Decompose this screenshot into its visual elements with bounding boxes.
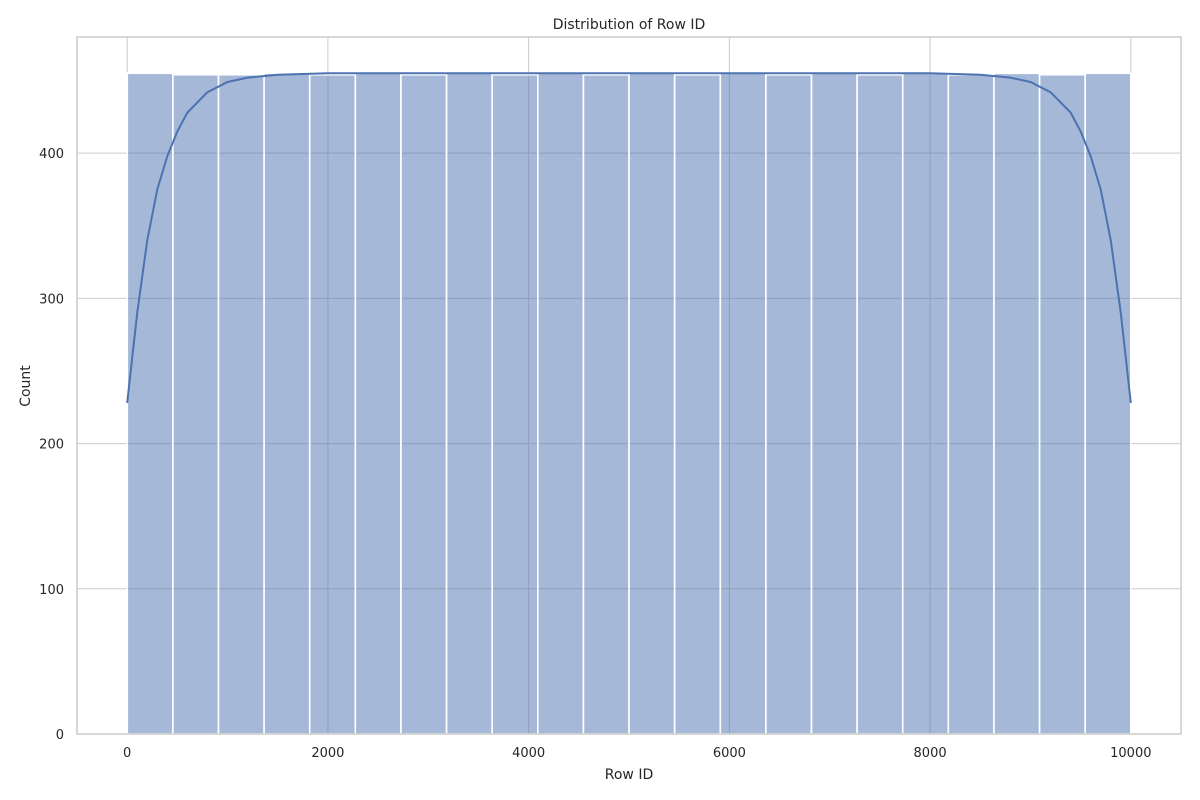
histogram-bar xyxy=(856,73,904,735)
plot-frame xyxy=(76,36,1182,735)
y-tick-label: 300 xyxy=(39,292,64,307)
histogram-bar xyxy=(673,73,722,735)
histogram-bar xyxy=(308,73,357,735)
histogram-bar xyxy=(400,73,448,735)
histogram-bar xyxy=(765,73,813,735)
histogram-bar xyxy=(354,72,402,735)
histogram-bar xyxy=(628,72,676,735)
histogram-bar xyxy=(1084,72,1132,735)
x-tick-label: 2000 xyxy=(311,746,344,761)
x-tick-label: 8000 xyxy=(914,746,947,761)
x-tick-label: 6000 xyxy=(713,746,746,761)
histogram-bar xyxy=(582,73,630,735)
histogram-bar xyxy=(810,72,858,735)
kde-curve xyxy=(126,72,1132,404)
y-tick-label: 100 xyxy=(39,583,64,598)
y-tick-label: 0 xyxy=(56,728,64,743)
histogram-bar xyxy=(126,72,174,735)
y-axis-label: Count xyxy=(18,365,34,407)
histogram-bar xyxy=(537,72,585,735)
histogram-bar xyxy=(947,73,995,735)
y-tick-labels: 0 100 200 300 400 xyxy=(39,147,64,743)
histogram-bar xyxy=(993,72,1041,735)
x-tick-label: 10000 xyxy=(1110,746,1151,761)
y-tick-label: 200 xyxy=(39,438,64,453)
histogram-bar xyxy=(491,73,539,735)
x-tick-labels: 0 2000 4000 6000 8000 10000 xyxy=(123,746,1151,761)
histogram-bar xyxy=(901,72,950,735)
histogram-bar xyxy=(172,73,220,735)
histogram-bars xyxy=(126,72,1132,735)
x-axis-label: Row ID xyxy=(605,767,653,783)
histogram-bar xyxy=(1038,73,1087,735)
histogram-bar xyxy=(445,72,494,735)
x-tick-label: 4000 xyxy=(512,746,545,761)
y-tick-label: 400 xyxy=(39,147,64,162)
chart-title: Distribution of Row ID xyxy=(553,17,706,33)
x-tick-label: 0 xyxy=(123,746,131,761)
histogram-bar xyxy=(719,72,767,735)
histogram-bar xyxy=(263,72,311,735)
histogram-bar xyxy=(217,73,265,735)
